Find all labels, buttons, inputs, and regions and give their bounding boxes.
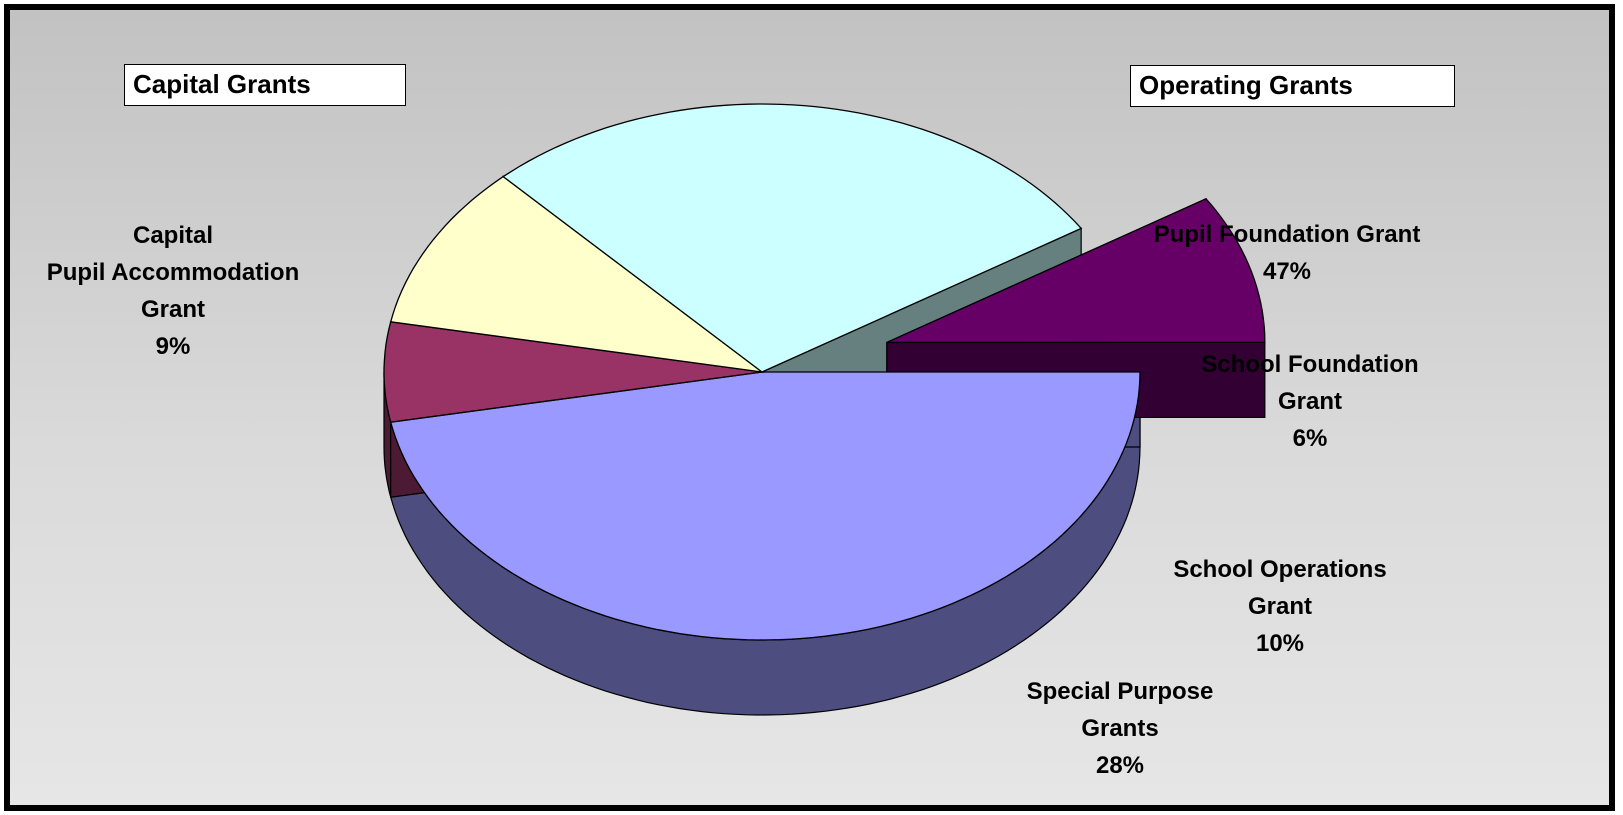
slice-label-school-operations: School Operations Grant 10% <box>1173 556 1387 657</box>
slice-top-school-operations-grant <box>389 175 765 373</box>
group-label-operating: Operating Grants <box>1130 65 1455 107</box>
slice-label-capital-pupil-accommodation: Capital Pupil Accommodation Grant 9% <box>46 222 300 360</box>
slice-top-special-purpose-grants <box>502 103 1083 373</box>
slice-label-pupil-foundation: Pupil Foundation Grant 47% <box>1153 221 1421 285</box>
chart-frame: Capital Grants Operating Grants Pupil Fo… <box>4 4 1615 811</box>
slice-top-school-foundation-grant <box>383 321 763 423</box>
pie-chart <box>383 103 1266 716</box>
slice-label-school-foundation: School Foundation Grant 6% <box>1201 351 1419 452</box>
group-label-capital: Capital Grants <box>124 64 406 106</box>
slice-label-special-purpose: Special Purpose Grants 28% <box>1026 678 1214 779</box>
slice-top-capital-pupil-accommodation-grant <box>886 198 1266 344</box>
slice-top-pupil-foundation-grant <box>389 371 1141 641</box>
